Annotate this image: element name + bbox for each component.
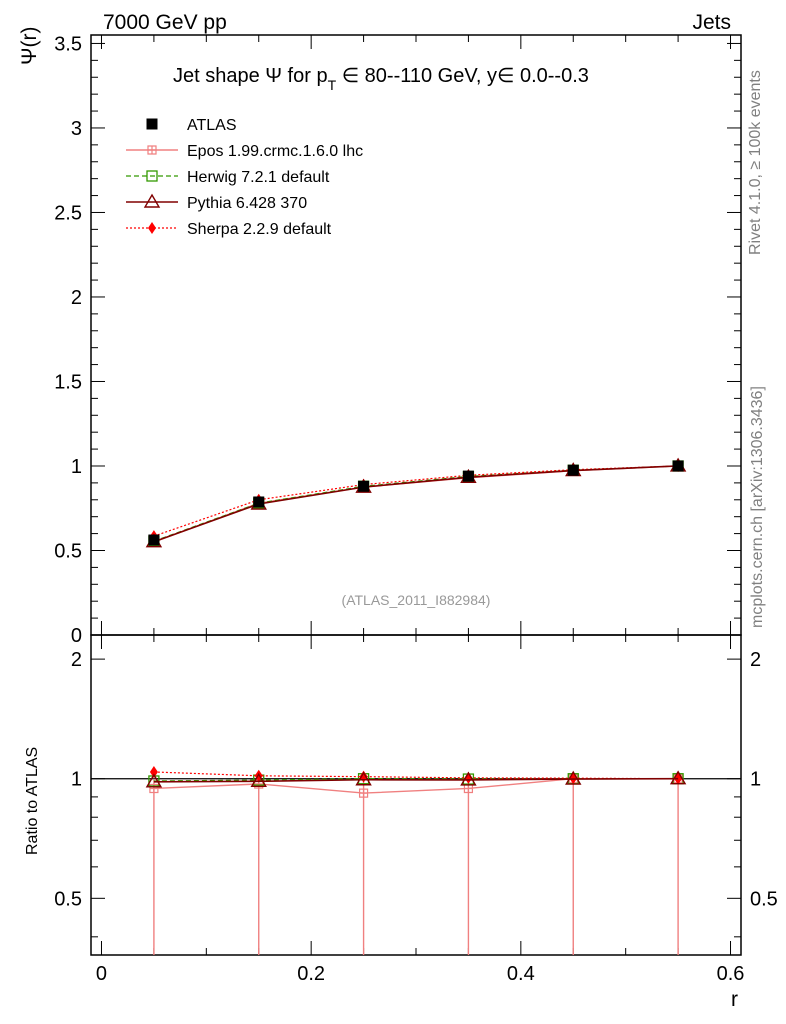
legend-marker	[146, 118, 158, 130]
ratio-y-tick-label: 1	[71, 769, 82, 791]
pythia-ratio-point	[460, 771, 477, 786]
pythia-ratio-point	[355, 771, 372, 786]
pythia-ratio-point	[669, 770, 687, 785]
sherpa-line	[153, 465, 679, 537]
ratio-plot-panel: 0.5 0.5 1 1 2 2 0 0.2 0.4 0.6 Ratio to ATLAS r	[24, 634, 778, 1011]
rivet-version-label: Rivet 4.1.0, ≥ 100k events	[747, 70, 764, 255]
x-tick-label: 0.4	[507, 963, 535, 985]
pythia-line	[153, 465, 679, 543]
epos-line	[153, 465, 679, 543]
analysis-watermark: (ATLAS_2011_I882984)	[342, 592, 491, 608]
x-tick-label: 0.2	[297, 963, 325, 985]
legend-label: Herwig 7.2.1 default	[187, 169, 330, 186]
atlas-point	[672, 460, 684, 472]
ratio-series-group	[91, 765, 741, 955]
ratio-y-tick-label-right: 0.5	[750, 888, 778, 910]
main-y-tick-label: 1.5	[54, 371, 82, 393]
atlas-point	[148, 534, 160, 546]
x-axis-label: r	[731, 988, 738, 1011]
main-y-tick-label: 2.5	[54, 202, 82, 224]
atlas-point	[462, 470, 474, 482]
legend-label: ATLAS	[187, 117, 237, 134]
mcplots-reference-label: mcplots.cern.ch [arXiv:1306.3436]	[749, 386, 766, 628]
ratio-y-tick-label: 0.5	[54, 888, 82, 910]
main-y-tick-label: 0.5	[54, 540, 82, 562]
ratio-plot-frame	[90, 634, 742, 956]
ratio-axis-ticks: 0.5 0.5 1 1 2 2 0 0.2 0.4 0.6	[54, 635, 778, 985]
legend-marker	[146, 170, 158, 182]
pythia-ratio-point	[565, 770, 582, 785]
atlas-point	[358, 480, 370, 492]
legend-label: Sherpa 2.2.9 default	[187, 221, 332, 238]
legend-label: Pythia 6.428 370	[187, 195, 307, 212]
header-process-label: Jets	[692, 11, 731, 34]
header-energy-label: 7000 GeV pp	[103, 11, 227, 34]
legend-label: Epos 1.99.crmc.1.6.0 lhc	[187, 143, 363, 160]
sherpa-ratio-point	[149, 765, 158, 778]
legend-marker	[147, 145, 157, 155]
main-y-tick-label: 1	[71, 456, 82, 478]
pythia-ratio-line	[153, 777, 679, 783]
main-plot-panel: 0 0.5 1 1.5 2 2.5 3 3.5 Jet shape Ψ for pT ∈ 80…	[18, 26, 742, 647]
main-y-tick-label: 3.5	[54, 33, 82, 55]
atlas-point	[253, 496, 265, 508]
main-series-group	[145, 457, 687, 548]
main-y-tick-label: 3	[71, 118, 82, 140]
legend-marker	[148, 222, 156, 234]
sherpa-ratio-point	[464, 771, 473, 784]
sherpa-ratio-line	[153, 771, 679, 780]
main-y-axis-ticks: 0 0.5 1 1.5 2 2.5 3 3.5	[54, 33, 741, 647]
main-y-tick-label: 2	[71, 287, 82, 309]
pythia-ratio-point	[145, 773, 163, 788]
legend-marker	[143, 193, 161, 208]
plot-title: Jet shape Ψ for pT ∈ 80--110 GeV, y∈ 0.0…	[173, 65, 589, 93]
herwig-line	[153, 465, 679, 542]
x-tick-label: 0	[96, 963, 107, 985]
atlas-point	[567, 464, 579, 476]
legend: ATLAS Epos 1.99.crmc.1.6.0 lhc Herwig 7.2.…	[126, 117, 363, 238]
epos-ratio-point	[463, 783, 474, 794]
x-tick-label: 0.6	[717, 963, 745, 985]
epos-ratio-point	[358, 788, 369, 798]
pythia-ratio-point	[250, 772, 267, 788]
main-y-axis-label: Ψ(r)	[18, 26, 41, 65]
ratio-y-axis-label: Ratio to ATLAS	[24, 747, 41, 855]
ratio-y-tick-label-right: 1	[750, 769, 761, 791]
ratio-y-tick-label-right: 2	[750, 649, 761, 671]
ratio-y-tick-label: 2	[71, 649, 82, 671]
main-y-tick-label: 0	[71, 625, 82, 647]
